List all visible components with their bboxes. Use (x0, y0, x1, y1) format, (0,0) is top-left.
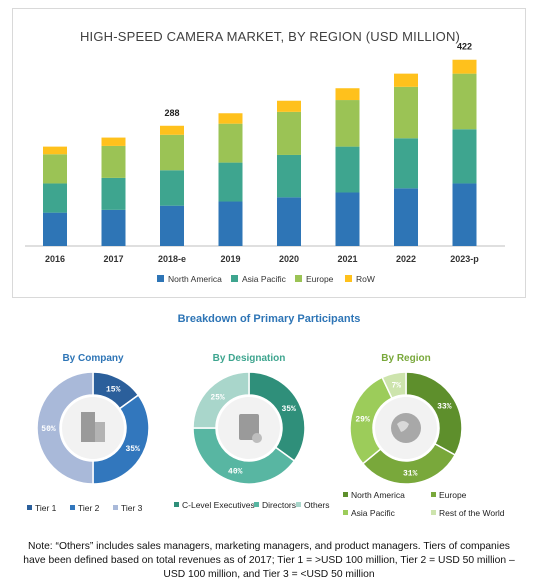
legend-swatch-region-asia-pacific (343, 510, 348, 515)
document-icon (239, 414, 259, 440)
legend-swatch-tier-3 (113, 505, 118, 510)
donut-title-0: By Company (62, 353, 124, 364)
bar-segment-asia-pacific-2016 (43, 183, 67, 213)
x-tick-label-2017: 2017 (103, 254, 123, 264)
bar-segment-europe-2017 (101, 145, 126, 178)
bar-segment-row-2016 (43, 146, 67, 155)
bar-segment-europe-2022 (394, 86, 418, 139)
legend-label-region-asia-pacific: Asia Pacific (351, 508, 396, 518)
x-tick-label-2021: 2021 (337, 254, 357, 264)
donut-title-2: By Region (381, 353, 430, 364)
donut-slice-label-directors: 40% (228, 467, 243, 476)
globe-land-icon (397, 421, 409, 432)
document-badge-icon (252, 433, 262, 443)
bar-segment-row-2023-p (452, 59, 477, 74)
x-tick-label-2019: 2019 (220, 254, 240, 264)
x-tick-label-2016: 2016 (45, 254, 65, 264)
bar-segment-europe-2021 (335, 100, 360, 147)
legend-swatch-row (345, 275, 352, 282)
bar-segment-north-america-2017 (101, 209, 126, 246)
bar-segment-asia-pacific-2022 (394, 138, 418, 189)
legend-swatch-region-north-america (343, 492, 348, 497)
bar-segment-row-2018-e (160, 125, 184, 135)
chart-title: HIGH-SPEED CAMERA MARKET, BY REGION (USD… (79, 29, 461, 44)
legend-swatch-asia-pacific (231, 275, 238, 282)
legend-label-north-america: North America (168, 274, 222, 284)
bar-segment-europe-2020 (277, 111, 301, 155)
legend-swatch-europe (295, 275, 302, 282)
bar-segment-asia-pacific-2020 (277, 154, 301, 198)
bar-segment-row-2022 (394, 73, 418, 87)
footnote: Note: “Others” includes sales managers, … (23, 541, 515, 580)
legend-label-directors: Directors (262, 500, 296, 510)
legend-swatch-directors (254, 502, 259, 507)
bar-segment-north-america-2022 (394, 188, 418, 246)
donut-slice-label-asia-pacific: 29% (355, 415, 370, 424)
bar-segment-asia-pacific-2021 (335, 146, 360, 193)
x-tick-label-2023-p: 2023-p (450, 254, 479, 264)
bar-segment-europe-2019 (218, 123, 243, 163)
breakdown-title: Breakdown of Primary Participants (177, 313, 361, 325)
legend-label-tier-3: Tier 3 (121, 503, 143, 513)
donut-slice-label-others: 25% (210, 394, 225, 403)
bar-segment-asia-pacific-2018-e (160, 170, 184, 206)
legend-label-region-europe: Europe (439, 490, 467, 500)
bar-segment-row-2020 (277, 100, 301, 112)
donut-title-1: By Designation (213, 353, 286, 364)
legend-label-region-rest-of-the-world: Rest of the World (439, 508, 505, 518)
bar-total-label-2023-p: 422 (457, 42, 472, 52)
bar-segment-asia-pacific-2023-p (452, 129, 477, 184)
bar-chart-panel: HIGH-SPEED CAMERA MARKET, BY REGION (USD… (12, 8, 526, 298)
bar-segment-asia-pacific-2017 (101, 177, 126, 210)
bar-segment-north-america-2018-e (160, 205, 184, 246)
bar-segment-row-2019 (218, 113, 243, 124)
legend-swatch-others (296, 502, 301, 507)
bar-segment-north-america-2019 (218, 201, 243, 246)
donut-slice-others (192, 371, 250, 429)
legend-label-others: Others (304, 500, 330, 510)
bar-segment-europe-2016 (43, 154, 67, 184)
legend-label-asia-pacific: Asia Pacific (242, 274, 287, 284)
legend-label-c-level-executives: C-Level Executives (182, 500, 255, 510)
legend-swatch-tier-2 (70, 505, 75, 510)
donut-slice-directors (192, 427, 296, 485)
building-icon (81, 412, 95, 442)
bar-total-label-2018-e: 288 (164, 108, 179, 118)
bar-segment-europe-2018-e (160, 134, 184, 171)
donut-slice-label-rest-of-the-world: 7% (391, 382, 401, 391)
legend-swatch-region-rest-of-the-world (431, 510, 436, 515)
legend-swatch-north-america (157, 275, 164, 282)
donut-slice-label-c-level-executives: 35% (281, 405, 296, 414)
donut-slice-tier-3 (36, 371, 94, 485)
bar-segment-europe-2023-p (452, 73, 477, 130)
x-tick-label-2018-e: 2018-e (158, 254, 186, 264)
legend-label-region-north-america: North America (351, 490, 405, 500)
donut-slice-rest-of-the-world (381, 371, 407, 400)
bar-segment-row-2017 (101, 137, 126, 146)
bar-segment-north-america-2021 (335, 192, 360, 246)
bar-segment-north-america-2016 (43, 212, 67, 246)
donut-slice-label-europe: 31% (403, 469, 418, 478)
donut-slice-label-tier-2: 35% (125, 445, 140, 454)
bar-segment-north-america-2020 (277, 197, 301, 246)
x-tick-label-2022: 2022 (396, 254, 416, 264)
legend-swatch-c-level-executives (174, 502, 179, 507)
donut-slice-label-tier-1: 15% (106, 385, 121, 394)
legend-label-europe: Europe (306, 274, 334, 284)
building-annex-icon (95, 422, 105, 442)
x-tick-label-2020: 2020 (279, 254, 299, 264)
legend-swatch-region-europe (431, 492, 436, 497)
bar-segment-north-america-2023-p (452, 183, 477, 246)
legend-label-tier-2: Tier 2 (78, 503, 100, 513)
donut-slice-label-north-america: 33% (437, 402, 452, 411)
bar-segment-asia-pacific-2019 (218, 162, 243, 202)
donut-slice-label-tier-3: 50% (41, 425, 56, 434)
legend-label-row: RoW (356, 274, 375, 284)
legend-swatch-tier-1 (27, 505, 32, 510)
legend-label-tier-1: Tier 1 (35, 503, 57, 513)
bar-segment-row-2021 (335, 88, 360, 101)
